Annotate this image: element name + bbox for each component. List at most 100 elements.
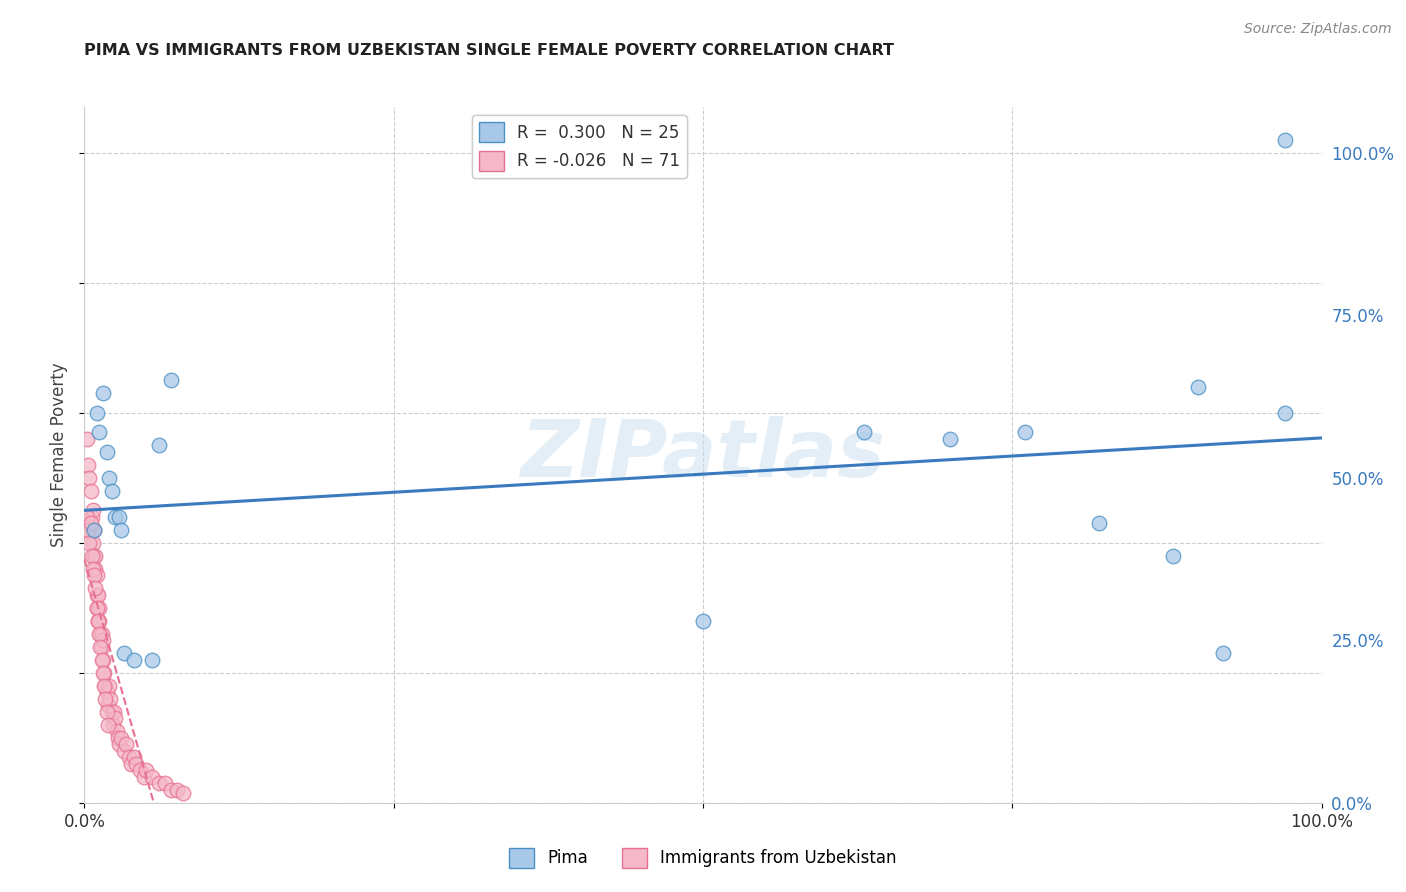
Point: [104, 711, 127, 725]
Point: [107, 731, 129, 745]
Point: [1274, 132, 1296, 146]
Point: [692, 614, 714, 628]
Point: [122, 653, 145, 667]
Point: [125, 756, 148, 771]
Point: [76, 509, 98, 524]
Point: [98, 691, 121, 706]
Point: [91, 665, 114, 680]
Point: [1212, 646, 1234, 660]
Point: [118, 750, 141, 764]
Point: [89, 425, 111, 439]
Point: [77, 523, 100, 537]
Point: [80, 549, 103, 563]
Point: [939, 432, 962, 446]
Point: [153, 776, 176, 790]
Point: [148, 776, 170, 790]
Y-axis label: Single Female Poverty: Single Female Poverty: [51, 363, 69, 547]
Point: [96, 705, 118, 719]
Point: [82, 562, 104, 576]
Point: [89, 626, 111, 640]
Point: [89, 626, 111, 640]
Point: [96, 685, 118, 699]
Point: [148, 438, 170, 452]
Point: [90, 640, 112, 654]
Point: [172, 786, 194, 800]
Point: [82, 535, 104, 549]
Legend: Pima, Immigrants from Uzbekistan: Pima, Immigrants from Uzbekistan: [503, 841, 903, 875]
Point: [91, 633, 114, 648]
Point: [80, 523, 103, 537]
Point: [77, 458, 100, 472]
Point: [94, 679, 117, 693]
Point: [90, 626, 112, 640]
Point: [1014, 425, 1036, 439]
Text: PIMA VS IMMIGRANTS FROM UZBEKISTAN SINGLE FEMALE POVERTY CORRELATION CHART: PIMA VS IMMIGRANTS FROM UZBEKISTAN SINGL…: [84, 43, 894, 58]
Point: [105, 724, 128, 739]
Point: [83, 568, 105, 582]
Legend: R =  0.300   N = 25, R = -0.026   N = 71: R = 0.300 N = 25, R = -0.026 N = 71: [472, 115, 686, 178]
Point: [93, 679, 115, 693]
Point: [1187, 379, 1209, 393]
Point: [166, 782, 188, 797]
Point: [79, 483, 101, 498]
Point: [110, 523, 132, 537]
Point: [160, 782, 183, 797]
Point: [1088, 516, 1111, 531]
Point: [122, 750, 145, 764]
Point: [83, 523, 105, 537]
Point: [115, 737, 138, 751]
Point: [129, 764, 152, 778]
Point: [86, 600, 108, 615]
Point: [76, 432, 98, 446]
Text: ZIPatlas: ZIPatlas: [520, 416, 886, 494]
Point: [160, 373, 183, 387]
Point: [87, 588, 110, 602]
Point: [86, 588, 108, 602]
Text: Source: ZipAtlas.com: Source: ZipAtlas.com: [1244, 22, 1392, 37]
Point: [80, 509, 103, 524]
Point: [1161, 549, 1184, 563]
Point: [135, 764, 157, 778]
Point: [112, 646, 135, 660]
Point: [90, 653, 112, 667]
Point: [100, 483, 122, 498]
Point: [89, 600, 111, 615]
Point: [132, 770, 155, 784]
Point: [84, 562, 107, 576]
Point: [97, 698, 120, 713]
Point: [86, 568, 108, 582]
Point: [83, 523, 105, 537]
Point: [98, 679, 121, 693]
Point: [84, 549, 107, 563]
Point: [94, 691, 117, 706]
Point: [79, 471, 101, 485]
Point: [97, 718, 120, 732]
Point: [83, 549, 105, 563]
Point: [91, 653, 114, 667]
Point: [89, 640, 111, 654]
Point: [1274, 406, 1296, 420]
Point: [108, 509, 131, 524]
Point: [112, 744, 135, 758]
Point: [96, 444, 118, 458]
Point: [110, 731, 132, 745]
Point: [100, 705, 122, 719]
Point: [103, 705, 125, 719]
Point: [79, 535, 101, 549]
Point: [141, 770, 163, 784]
Point: [79, 516, 101, 531]
Point: [86, 600, 108, 615]
Point: [84, 581, 107, 595]
Point: [87, 614, 110, 628]
Point: [91, 386, 114, 401]
Point: [101, 718, 124, 732]
Point: [108, 737, 131, 751]
Point: [852, 425, 875, 439]
Point: [141, 653, 163, 667]
Point: [89, 614, 111, 628]
Point: [93, 665, 115, 680]
Point: [104, 509, 127, 524]
Point: [87, 614, 110, 628]
Point: [120, 756, 142, 771]
Point: [98, 471, 121, 485]
